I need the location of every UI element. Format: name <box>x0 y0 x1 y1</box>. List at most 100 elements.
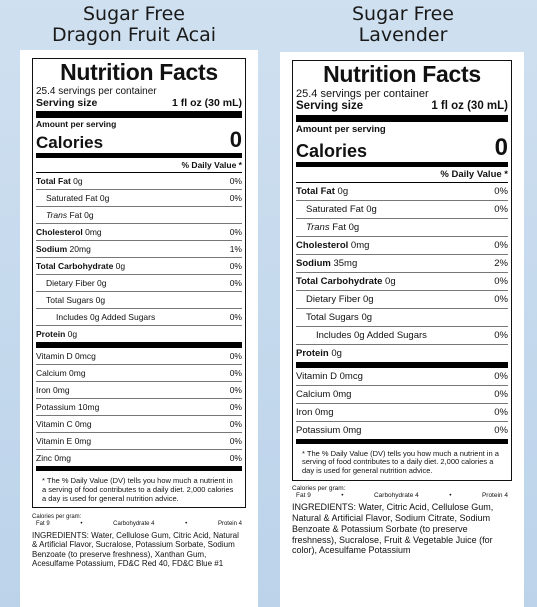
nutrient-row: Total Sugars 0g <box>296 309 508 327</box>
nutrient-row: Total Carbohydrate 0g 0% <box>296 273 508 291</box>
vitamin-row: Calcium 0mg 0% <box>36 365 242 383</box>
cpg-fat: Fat 9 <box>36 521 50 528</box>
nutrient-row: Dietary Fiber 0g 0% <box>296 291 508 309</box>
vitamin-percent: 0% <box>229 436 242 447</box>
nutrient-amount: 0g <box>70 176 83 187</box>
nutrient-row: Saturated Fat 0g 0% <box>36 190 242 208</box>
vitamin-row: Potassium 0mg 0% <box>296 422 508 444</box>
cpg-protein: Protein 4 <box>217 521 242 528</box>
calories-per-gram-values: Fat 9 • Carbohydrate 4 • Protein 4 <box>292 492 512 500</box>
nutrient-amount: 0g <box>65 329 78 340</box>
nutrient-amount: Saturated Fat 0g <box>46 193 110 204</box>
nutrient-row: Total Fat 0g 0% <box>36 173 242 191</box>
ingredients-text: INGREDIENTS: Water, Citric Acid, Cellulo… <box>292 502 494 556</box>
nutrition-facts-title: Nutrition Facts <box>323 61 481 87</box>
vitamin-list: Vitamin D 0mcg 0% Calcium 0mg 0% Iron 0mg 0% P… <box>36 348 242 472</box>
vitamin-row: Zinc 0mg 0% <box>36 450 242 472</box>
vitamin-label: Zinc 0mg <box>36 453 71 464</box>
divider-thick <box>296 361 508 368</box>
serving-size-label: Serving size <box>36 97 98 109</box>
nutrient-row: Total Sugars 0g <box>36 292 242 310</box>
cpg-bullet: • <box>80 521 83 528</box>
nutrition-facts-label: Nutrition Facts 25.4 servings per contai… <box>292 60 512 481</box>
nutrient-row: Includes 0g Added Sugars 0% <box>36 309 242 327</box>
nutrient-label: Total Sugars 0g <box>46 295 105 305</box>
cpg-carb: Carbohydrate 4 <box>113 521 155 528</box>
nutrient-row: Includes 0g Added Sugars 0% <box>296 327 508 345</box>
nutrient-label: Total Carbohydrate 0g <box>296 276 396 287</box>
vitamin-row: Calcium 0mg 0% <box>296 386 508 404</box>
nutrition-facts-title: Nutrition Facts <box>60 59 218 85</box>
nutrient-percent: 0% <box>229 261 242 272</box>
vitamin-label: Calcium 0mg <box>36 368 86 379</box>
serving-size-row: Serving size 1 fl oz (30 mL) <box>36 97 242 109</box>
daily-value-header: % Daily Value * <box>36 157 242 174</box>
nutrient-percent: 2% <box>494 257 508 269</box>
vitamin-percent: 0% <box>494 406 508 418</box>
nutrient-amount: Includes 0g Added Sugars <box>316 329 427 341</box>
servings-per-container: 25.4 servings per container <box>296 88 429 100</box>
vitamin-percent: 0% <box>229 453 242 464</box>
calories-per-gram: Calories per gram: Fat 9 • Carbohydrate … <box>292 485 512 501</box>
nutrition-panel-lavender: Nutrition Facts 25.4 servings per contai… <box>280 52 524 607</box>
nutrient-row: Total Carbohydrate 0g 0% <box>36 258 242 276</box>
nutrition-facts-label: Nutrition Facts 25.4 servings per contai… <box>32 58 246 509</box>
nutrient-amount: 0g <box>382 275 396 287</box>
nutrient-name: Cholesterol <box>36 227 83 238</box>
calories-value: 0 <box>229 127 242 153</box>
product-heading-lavender: Sugar Free Lavender <box>269 4 537 46</box>
vitamin-percent: 0% <box>229 402 242 413</box>
calories-label: Calories <box>296 140 368 161</box>
nutrient-row: Sodium 20mg 1% <box>36 241 242 259</box>
vitamin-percent: 0% <box>494 370 508 382</box>
nutrient-label: Dietary Fiber 0g <box>46 278 106 288</box>
vitamin-percent: 0% <box>229 351 242 362</box>
heading-line: Sugar Free <box>352 3 454 25</box>
vitamin-row: Iron 0mg 0% <box>296 404 508 422</box>
nutrient-name: Protein <box>296 347 329 359</box>
nutrient-name: Total Fat <box>296 185 335 197</box>
vitamin-label: Iron 0mg <box>36 385 70 396</box>
vitamin-list: Vitamin D 0mcg 0% Calcium 0mg 0% Iron 0mg 0% P… <box>296 368 508 444</box>
daily-value-header: % Daily Value * <box>296 165 508 183</box>
calories-value: 0 <box>494 133 508 161</box>
servings-per-container: 25.4 servings per container <box>36 86 157 97</box>
nutrient-row: Cholesterol 0mg 0% <box>36 224 242 242</box>
nutrient-italic: Trans <box>46 210 68 221</box>
calories-row: Calories 0 <box>36 129 242 153</box>
nutrient-amount: 0g <box>328 347 342 359</box>
vitamin-percent: 0% <box>494 388 508 400</box>
cpg-fat: Fat 9 <box>296 492 311 500</box>
nutrient-amount: 0g <box>113 261 126 272</box>
nutrient-row: Total Fat 0g 0% <box>296 183 508 201</box>
calories-per-gram-label: Calories per gram: <box>32 514 82 521</box>
nutrient-percent: 0% <box>494 185 508 197</box>
amount-per-serving: Amount per serving <box>296 124 386 136</box>
divider-thick <box>36 342 242 349</box>
nutrient-list: Total Fat 0g 0% Saturated Fat 0g 0% Trans Fa… <box>296 183 508 362</box>
vitamin-row: Iron 0mg 0% <box>36 382 242 400</box>
nutrient-row: Protein 0g <box>36 326 242 342</box>
serving-size-value: 1 fl oz (30 mL) <box>171 97 242 109</box>
nutrient-label: Trans Fat 0g <box>46 210 94 220</box>
vitamin-row: Potassium 10mg 0% <box>36 399 242 417</box>
nutrient-amount: Fat 0g <box>329 221 360 233</box>
nutrient-amount: 20mg <box>67 244 91 255</box>
nutrient-amount: Dietary Fiber 0g <box>306 293 374 305</box>
serving-size-label: Serving size <box>296 100 364 113</box>
nutrient-name: Total Fat <box>36 176 71 187</box>
nutrient-label: Sodium 35mg <box>296 258 357 269</box>
nutrient-row: Trans Fat 0g <box>296 219 508 237</box>
nutrient-label: Total Fat 0g <box>36 176 83 186</box>
calories-per-gram-values: Fat 9 • Carbohydrate 4 • Protein 4 <box>32 521 246 528</box>
nutrient-amount: Total Sugars 0g <box>306 311 373 323</box>
nutrient-label: Total Carbohydrate 0g <box>36 261 125 271</box>
serving-size-value: 1 fl oz (30 mL) <box>431 100 508 113</box>
vitamin-row: Vitamin D 0mcg 0% <box>296 368 508 386</box>
vitamin-row: Vitamin E 0mg 0% <box>36 433 242 451</box>
nutrient-percent: 0% <box>494 203 508 215</box>
vitamin-label: Vitamin E 0mg <box>36 436 92 447</box>
vitamin-label: Potassium 10mg <box>36 402 100 413</box>
nutrient-name: Sodium <box>36 244 68 255</box>
nutrient-amount: Fat 0g <box>67 210 94 221</box>
